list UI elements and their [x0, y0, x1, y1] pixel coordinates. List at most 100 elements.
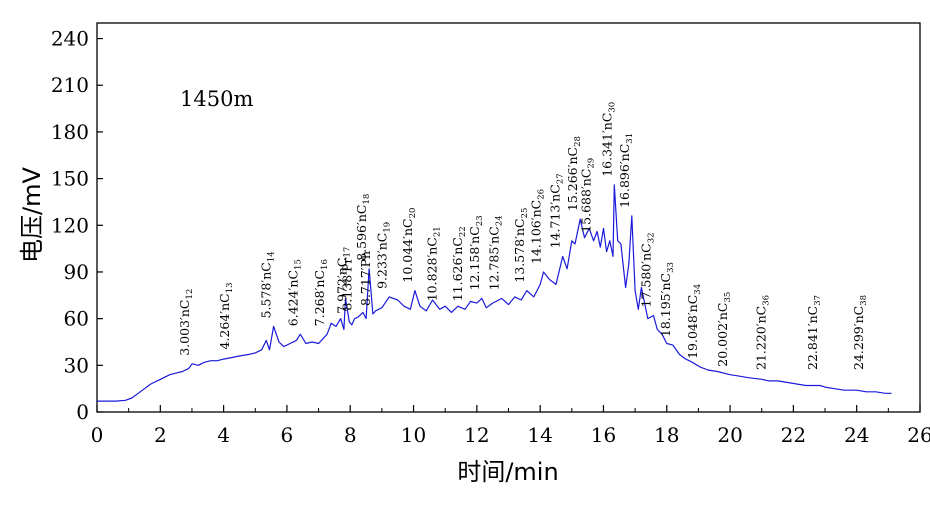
peak-label-sub: 30	[607, 102, 617, 113]
peak-label-sub: 35	[723, 292, 733, 303]
peak-label-sub: 27	[556, 173, 566, 184]
peak-label-text: 12.785′nC24	[487, 215, 505, 290]
peak-label-sub: 20	[408, 208, 418, 219]
peak-label-main: 22.841′nC	[805, 306, 820, 370]
peak-label-main: 15.688′nC	[579, 169, 594, 233]
y-tick-label: 30	[64, 353, 89, 377]
peak-label-text: 7.972′nC17	[334, 247, 352, 314]
peak-label-main: 13.578′nC	[512, 218, 527, 282]
peak-label-sub: 15	[293, 259, 303, 270]
peak-label: 21.220′nC36	[754, 295, 772, 370]
x-tick-label: 6	[281, 423, 294, 447]
y-tick-label: 120	[51, 213, 89, 237]
peak-label-main: 15.266′nC	[565, 147, 580, 211]
peak-label-main: 5.578′nC	[259, 262, 274, 318]
x-tick-label: 26	[907, 423, 930, 447]
peak-label-text: 14.106′nC26	[529, 189, 547, 264]
peak-label: 22.841′nC37	[805, 295, 823, 370]
peak-label: 4.264′nC13	[217, 282, 235, 349]
x-tick-label: 12	[464, 423, 489, 447]
peak-label: 10.828′nC21	[425, 226, 443, 301]
peak-label-main: 24.299′nC	[851, 306, 866, 370]
peak-label-sub: 38	[859, 295, 869, 306]
peak-label-main: 6.424′nC	[285, 270, 300, 326]
peak-label-main: 10.044′nC	[400, 218, 415, 282]
peak-label-main: 16.896′nC	[617, 144, 632, 208]
y-tick-label: 180	[51, 120, 89, 144]
x-tick-label: 16	[591, 423, 616, 447]
peak-label-text: 8.138′Pr	[340, 258, 355, 311]
peak-label-text: 16.896′nC31	[617, 133, 635, 208]
peak-label-text: 24.299′nC38	[851, 295, 869, 370]
peak-label-text: 8.717′Ph	[358, 251, 373, 306]
peak-label: 16.341′nC30	[599, 102, 617, 177]
peak-label-text: 6.424′nC15	[285, 259, 303, 326]
peak-label-sub: 31	[625, 133, 635, 144]
x-tick-label: 10	[401, 423, 426, 447]
peak-label-sub: 36	[762, 295, 772, 306]
peak-label-main: 8.596′nC	[354, 205, 369, 261]
peak-label: 18.195′nC33	[658, 262, 676, 337]
peak-label-main: 20.002′nC	[715, 302, 730, 366]
peak-label-main: 4.264′nC	[217, 293, 232, 349]
peak-label: 7.972′nC17	[334, 247, 352, 314]
peak-label: 7.268′nC16	[312, 259, 330, 326]
peak-label-text: 7.268′nC16	[312, 259, 330, 326]
peak-label: 15.688′nC29	[579, 158, 597, 233]
peak-label-sub: 32	[647, 232, 657, 243]
peak-label-text: 18.195′nC33	[658, 262, 676, 337]
y-tick-label: 90	[64, 260, 89, 284]
peak-label-main: 14.106′nC	[529, 200, 544, 264]
peak-label-text: 4.264′nC13	[217, 282, 235, 349]
peak-label: 12.158′nC23	[467, 215, 485, 290]
peak-label-sub: 22	[458, 226, 468, 237]
peak-label-main: 12.158′nC	[467, 226, 482, 290]
y-tick-label: 240	[51, 27, 89, 51]
peak-label-text: 13.578′nC25	[512, 208, 530, 283]
y-tick-label: 210	[51, 73, 89, 97]
peak-label: 11.626′nC22	[450, 226, 468, 301]
x-tick-label: 14	[527, 423, 552, 447]
peak-label-sub: 19	[382, 222, 392, 233]
peak-label-sub: 29	[587, 158, 597, 169]
peak-label-sub: 34	[693, 284, 703, 295]
peak-label-text: 16.341′nC30	[599, 102, 617, 177]
peak-label-text: 15.266′nC28	[565, 136, 583, 211]
peak-label-text: 5.578′nC14	[259, 251, 277, 318]
peak-label-main: 8.717′Ph	[358, 251, 373, 306]
peak-labels: 3.003′nC12 4.264′nC13 5.578′nC146.424′nC15…	[177, 102, 869, 370]
peak-label-main: 10.828′nC	[425, 237, 440, 301]
peak-label: 16.896′nC31	[617, 133, 635, 208]
peak-label-sub: 28	[573, 136, 583, 147]
peak-label: 12.785′nC24	[487, 215, 505, 290]
peak-label: 19.048′nC34	[685, 284, 703, 359]
peak-label-sub: 17	[342, 247, 352, 258]
peak-label-sub: 26	[537, 189, 547, 200]
peak-label-text: 12.158′nC23	[467, 215, 485, 290]
y-tick-label: 150	[51, 167, 89, 191]
peak-label-main: 16.341′nC	[599, 113, 614, 177]
x-tick-label: 20	[717, 423, 742, 447]
peak-label: 8.717′Ph	[358, 251, 373, 306]
x-tick-label: 4	[217, 423, 230, 447]
peak-label: 14.106′nC26	[529, 189, 547, 264]
x-tick-label: 2	[154, 423, 167, 447]
peak-label-sub: 18	[362, 194, 372, 205]
y-tick-label: 0	[76, 400, 89, 424]
peak-label: 6.424′nC15	[285, 259, 303, 326]
peak-label: 20.002′nC35	[715, 292, 733, 367]
x-axis: 0 2 4 6 8 10 12 14 16 18 20 22 24 26	[91, 405, 930, 447]
y-axis-title: 电压/mV	[18, 166, 46, 262]
x-tick-label: 8	[344, 423, 357, 447]
peak-label: 3.003′nC12	[177, 289, 195, 356]
peak-label-text: 10.828′nC21	[425, 226, 443, 301]
peak-label-main: 7.268′nC	[312, 270, 327, 326]
peak-label-main: 17.580′nC	[639, 243, 654, 307]
peak-label-text: 19.048′nC34	[685, 284, 703, 359]
peak-label-sub: 24	[495, 215, 505, 226]
peak-label-text: 14.713′nC27	[548, 173, 566, 248]
peak-label-main: 11.626′nC	[450, 237, 465, 301]
peak-label-sub: 14	[267, 251, 277, 262]
peak-label-main: 18.195′nC	[658, 273, 673, 337]
